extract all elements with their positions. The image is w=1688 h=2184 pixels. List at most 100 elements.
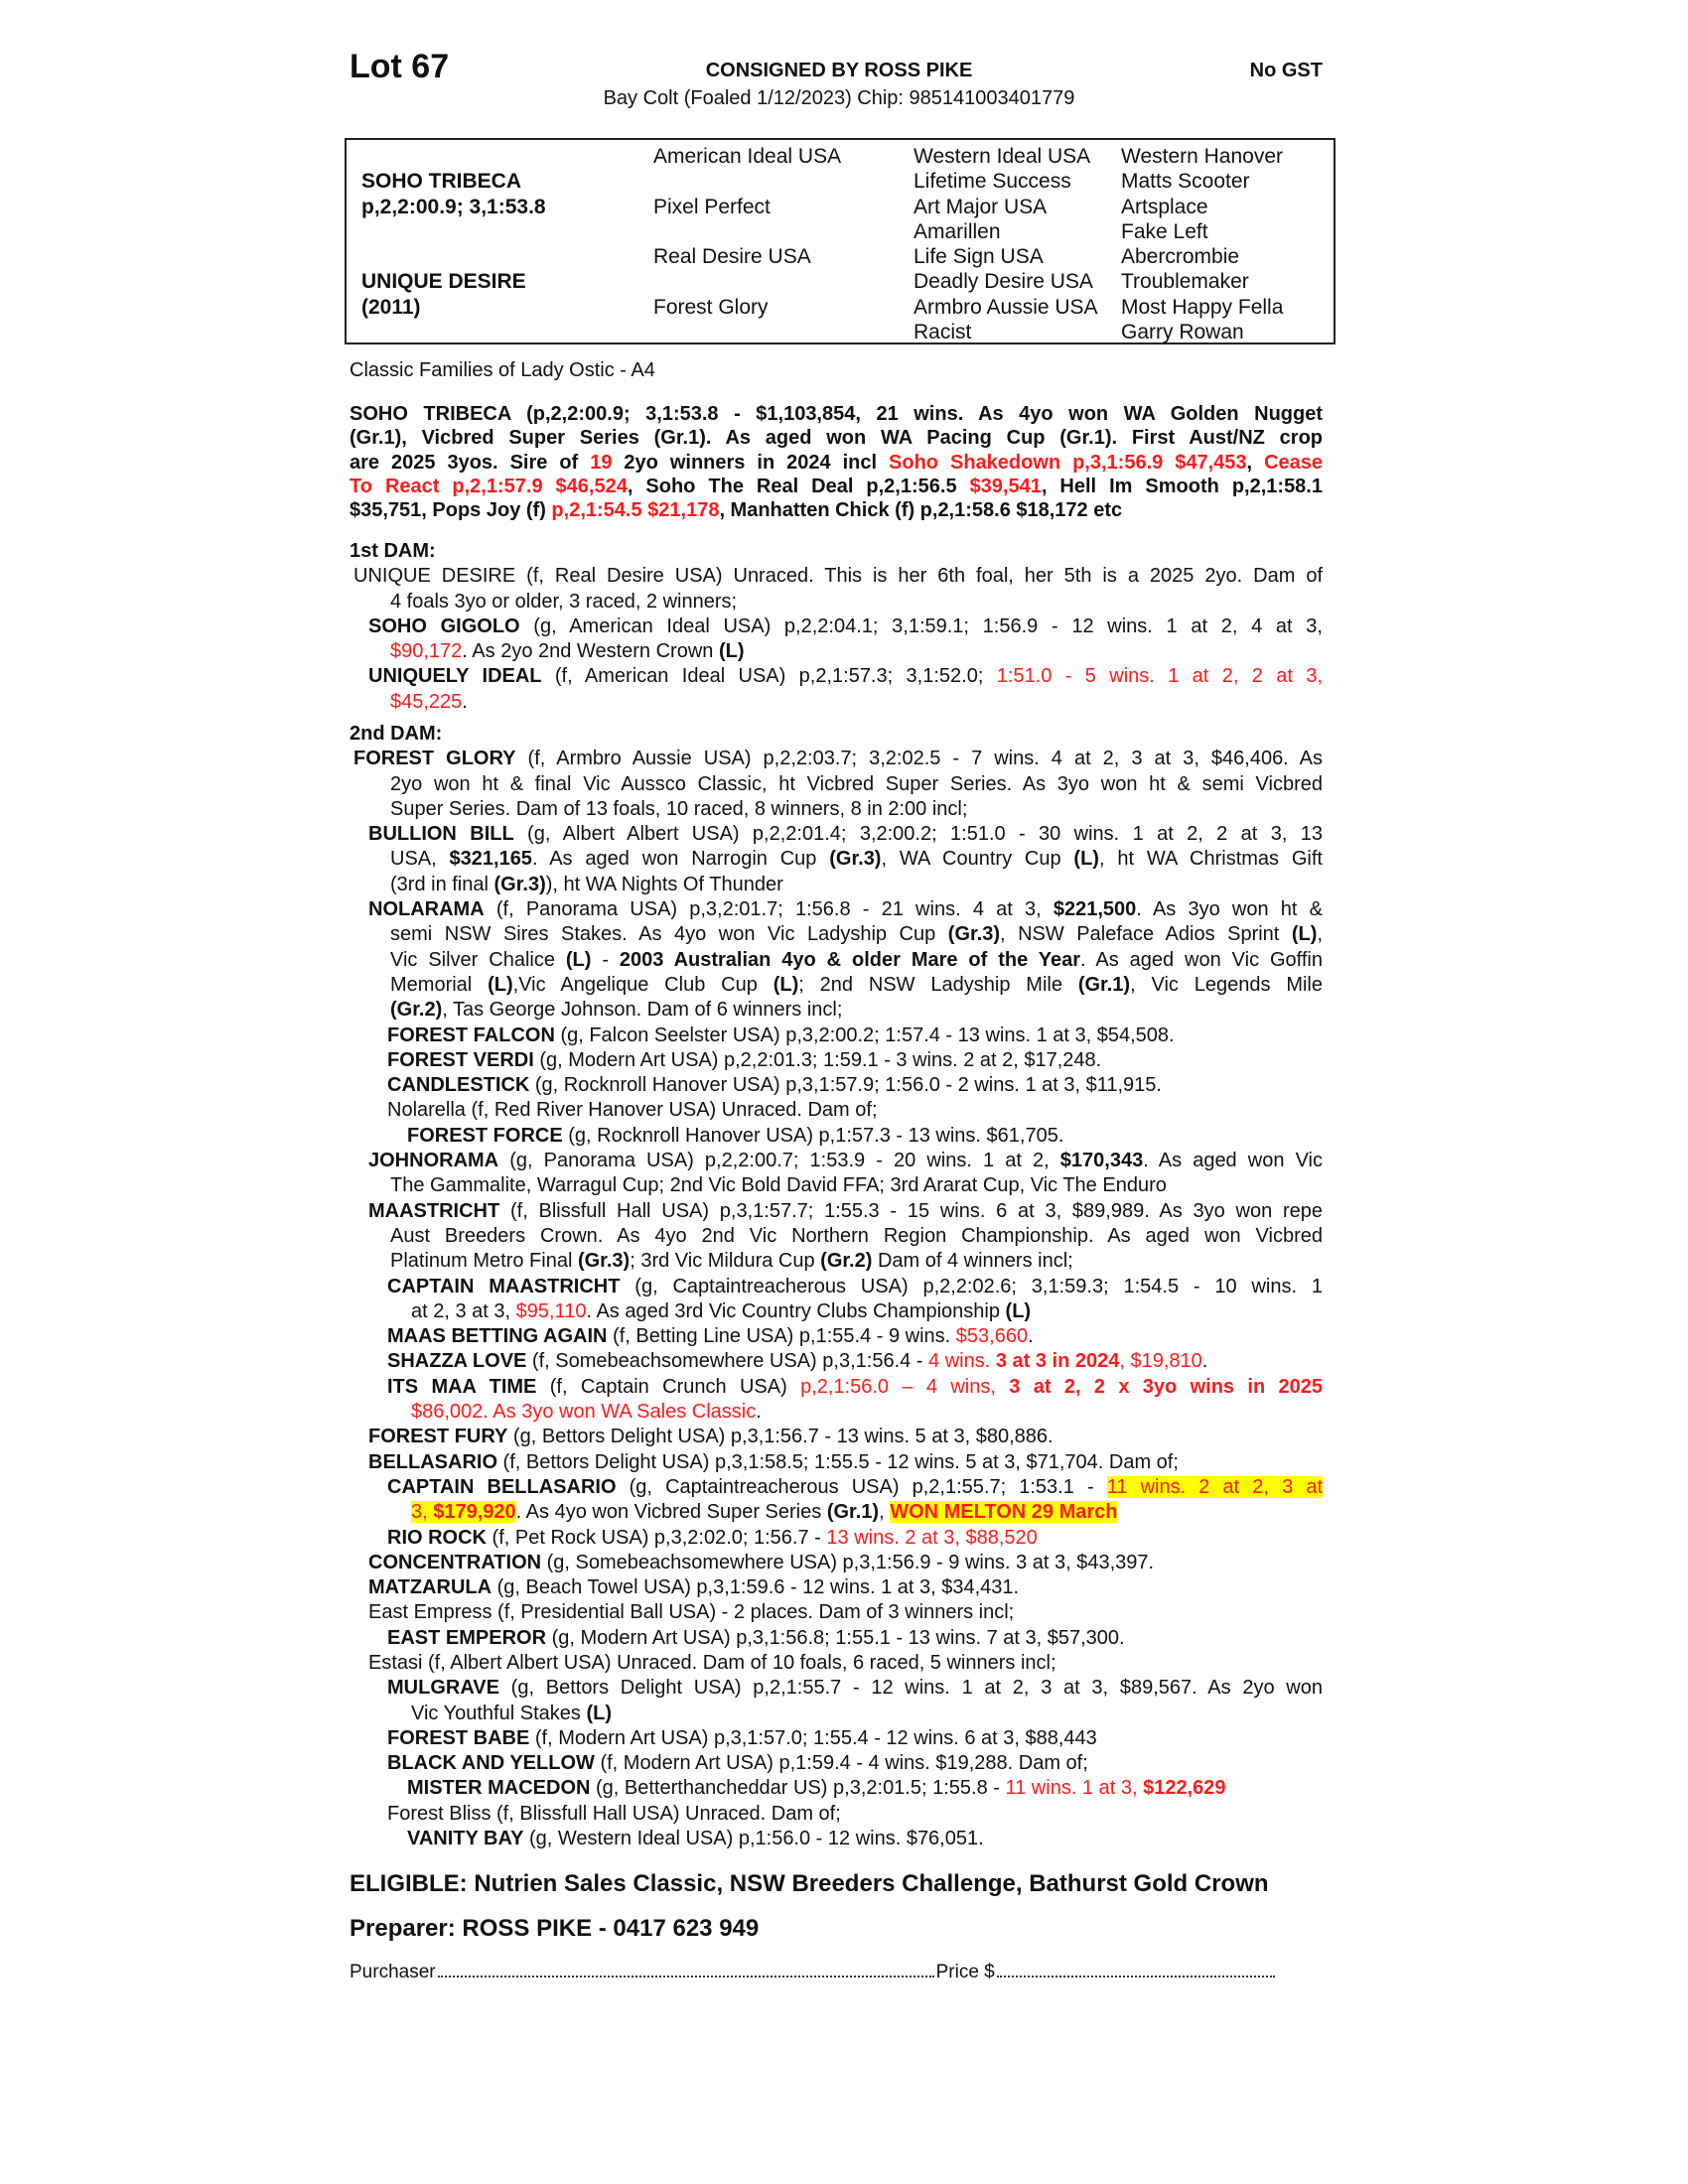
purchase-line: Purchaser Price $ bbox=[350, 1962, 1277, 1983]
pedigree-cell: American Ideal USA bbox=[653, 145, 842, 168]
price-field[interactable] bbox=[996, 1975, 1275, 1978]
text-segment: (L) bbox=[1291, 923, 1318, 946]
text-line: $45,225. bbox=[350, 690, 1323, 715]
text-segment: (f, Panorama USA) p,3,2:01.7; 1:56.8 - 2… bbox=[484, 898, 1054, 921]
pedigree-cell: Garry Rowan bbox=[1121, 321, 1244, 344]
text-segment: (g, Captaintreacherous USA) p,2,1:55.7; … bbox=[616, 1475, 1107, 1498]
text-segment: (g, Panorama USA) p,2,2:00.7; 1:53.9 - 2… bbox=[498, 1150, 1060, 1172]
text-line: RIO ROCK (f, Pet Rock USA) p,3,2:02.0; 1… bbox=[350, 1526, 1323, 1551]
text-segment: (L) bbox=[565, 948, 592, 971]
pedigree-cell: (2011) bbox=[361, 295, 421, 319]
red-text: $39,541 bbox=[969, 475, 1042, 497]
pedigree-entry: CAPTAIN MAASTRICHT (g, Captaintreacherou… bbox=[350, 1275, 1323, 1325]
purchaser-field[interactable] bbox=[437, 1975, 934, 1978]
text-segment: MULGRAVE bbox=[387, 1677, 499, 1700]
text-line: FOREST GLORY (f, Armbro Aussie USA) p,2,… bbox=[350, 747, 1323, 771]
pedigree-col-gg-grandparents: Western Hanover Matts Scooter Artsplace Fak… bbox=[1121, 144, 1283, 344]
pedigree-table: SOHO TRIBECA p,2,2:00.9; 3,1:53.8 UNIQUE D… bbox=[345, 138, 1336, 344]
pedigree-cell: Lifetime Success bbox=[914, 170, 1071, 194]
text-segment: (Gr.3) bbox=[577, 1250, 631, 1273]
text-line: UNIQUE DESIRE (f, Real Desire USA) Unrac… bbox=[350, 564, 1323, 589]
red-text: $95,110 bbox=[515, 1299, 587, 1322]
pedigree-entry: FOREST GLORY (f, Armbro Aussie USA) p,2,… bbox=[350, 747, 1323, 822]
red-text: $90,172 bbox=[390, 640, 463, 663]
pedigree-cell: Art Major USA bbox=[914, 195, 1048, 218]
text-segment: (g, Rocknroll Hanover USA) p,1:57.3 - 13… bbox=[562, 1124, 1064, 1147]
text-segment: (Gr.1) bbox=[826, 1501, 880, 1524]
pedigree-cell bbox=[361, 244, 546, 269]
text-line: To React p,2,1:57.9 $46,524, Soho The Re… bbox=[350, 475, 1323, 498]
text-line: 2yo won ht & final Vic Aussco Classic, h… bbox=[350, 772, 1323, 797]
pedigree-cell: Amarillen bbox=[914, 219, 1001, 243]
text-segment: , Soho The Real Deal p,2,1:56.5 bbox=[627, 475, 970, 497]
pedigree-entry: MAAS BETTING AGAIN (f, Betting Line USA)… bbox=[350, 1324, 1323, 1349]
eligibility: ELIGIBLE: Nutrien Sales Classic, NSW Bre… bbox=[350, 1870, 1269, 1897]
text-line: BLACK AND YELLOW (f, Modern Art USA) p,1… bbox=[350, 1751, 1323, 1776]
preparer: Preparer: ROSS PIKE - 0417 623 949 bbox=[350, 1915, 760, 1942]
text-segment: . As 3yo won ht & bbox=[1136, 898, 1324, 921]
text-segment: . As aged won Vic Goffin bbox=[1080, 948, 1323, 971]
text-segment: CAPTAIN MAASTRICHT bbox=[387, 1275, 621, 1297]
text-segment: , bbox=[1317, 923, 1323, 946]
price-label: Price $ bbox=[935, 1962, 995, 1982]
text-segment: East Empress (f, Presidential Ball USA) … bbox=[368, 1601, 1015, 1624]
second-dam-entries: FOREST GLORY (f, Armbro Aussie USA) p,2,… bbox=[350, 747, 1323, 1851]
text-line: (Gr.1), Vicbred Super Series (Gr.1). As … bbox=[350, 426, 1323, 450]
text-segment: . bbox=[1028, 1325, 1034, 1348]
text-segment: . As aged 3rd Vic Country Clubs Champion… bbox=[586, 1299, 1006, 1322]
text-line: CONCENTRATION (g, Somebeachsomewhere USA… bbox=[350, 1551, 1323, 1575]
pedigree-col-great-grandparents: Western Ideal USA Lifetime Success Art Maj… bbox=[914, 144, 1098, 344]
text-segment: VANITY BAY bbox=[407, 1828, 524, 1850]
pedigree-entry: BULLION BILL (g, Albert Albert USA) p,2,… bbox=[350, 822, 1323, 897]
text-line: $35,751, Pops Joy (f) p,2,1:54.5 $21,178… bbox=[350, 498, 1323, 522]
first-dam-heading: 1st DAM: bbox=[350, 540, 436, 562]
pedigree-entry: NOLARAMA (f, Panorama USA) p,3,2:01.7; 1… bbox=[350, 897, 1323, 1023]
text-line: FOREST BABE (f, Modern Art USA) p,3,1:57… bbox=[350, 1726, 1323, 1751]
text-line: SOHO GIGOLO (g, American Ideal USA) p,2,… bbox=[350, 614, 1323, 639]
text-segment: MATZARULA bbox=[368, 1576, 492, 1599]
pedigree-cell: Life Sign USA bbox=[914, 245, 1044, 269]
pedigree-cell bbox=[653, 169, 841, 194]
red-text: , $19,810 bbox=[1119, 1350, 1202, 1373]
text-segment: (g, American Ideal USA) p,2,2:04.1; 3,1:… bbox=[519, 614, 1323, 637]
text-line: East Empress (f, Presidential Ball USA) … bbox=[350, 1600, 1323, 1625]
text-segment: MISTER MACEDON bbox=[407, 1777, 591, 1800]
red-text: 3 at 3 in 2024 bbox=[995, 1350, 1120, 1373]
red-text: p,2,1:56.0 – 4 wins, bbox=[800, 1375, 1010, 1398]
text-line: Vic Silver Chalice (L) - 2003 Australian… bbox=[350, 948, 1323, 973]
pedigree-cell: Real Desire USA bbox=[653, 245, 811, 269]
text-line: MATZARULA (g, Beach Towel USA) p,3,1:59.… bbox=[350, 1575, 1323, 1600]
text-segment: CAPTAIN BELLASARIO bbox=[387, 1475, 617, 1498]
text-segment: 4 foals 3yo or older, 3 raced, 2 winners… bbox=[390, 590, 738, 613]
text-segment: (Gr.3) bbox=[829, 848, 882, 871]
red-text: 1:51.0 - 5 wins. 1 at 2, 2 at 3, bbox=[996, 665, 1323, 688]
text-segment: BLACK AND YELLOW bbox=[387, 1752, 595, 1775]
pedigree-cell: Matts Scooter bbox=[1121, 170, 1250, 194]
text-segment: . As aged won Vic bbox=[1143, 1150, 1323, 1172]
pedigree-col-parents: SOHO TRIBECA p,2,2:00.9; 3,1:53.8 UNIQUE D… bbox=[361, 144, 546, 344]
pedigree-cell: Armbro Aussie USA bbox=[914, 295, 1098, 319]
text-segment: Dam of 4 winners incl; bbox=[872, 1250, 1073, 1273]
highlighted-text: $179,920 bbox=[433, 1501, 516, 1524]
text-segment: (Gr.1) bbox=[1077, 973, 1131, 996]
text-segment: SHAZZA LOVE bbox=[387, 1350, 527, 1373]
text-line: $86,002. As 3yo won WA Sales Classic. bbox=[350, 1400, 1323, 1425]
red-text: Soho Shakedown p,3,1:56.9 $47,453 bbox=[889, 451, 1247, 474]
text-segment: (L) bbox=[586, 1702, 612, 1724]
text-segment: . bbox=[1201, 1350, 1208, 1373]
text-segment: Forest Bliss (f, Blissfull Hall USA) Unr… bbox=[387, 1802, 841, 1825]
text-line: are 2025 3yos. Sire of 19 2yo winners in… bbox=[350, 451, 1323, 475]
pedigree-entry: Nolarella (f, Red River Hanover USA) Unr… bbox=[350, 1098, 1323, 1123]
text-segment: (f, Pet Rock USA) p,3,2:02.0; 1:56.7 - bbox=[487, 1526, 827, 1549]
pedigree-entry: BELLASARIO (f, Bettors Delight USA) p,3,… bbox=[350, 1450, 1323, 1475]
red-text: To React p,2,1:57.9 $46,524 bbox=[350, 475, 628, 497]
text-segment: , bbox=[879, 1501, 891, 1524]
text-segment: (f, Modern Art USA) p,1:59.4 - 4 wins. $… bbox=[594, 1752, 1088, 1775]
text-line: semi NSW Sires Stakes. As 4yo won Vic La… bbox=[350, 922, 1323, 947]
text-line: SOHO TRIBECA (p,2,2:00.9; 3,1:53.8 - $1,… bbox=[350, 402, 1323, 426]
text-segment: FOREST FORCE bbox=[407, 1124, 563, 1147]
first-dam-entries: UNIQUE DESIRE (f, Real Desire USA) Unrac… bbox=[350, 564, 1323, 715]
text-segment: (f, Modern Art USA) p,3,1:57.0; 1:55.4 -… bbox=[529, 1726, 1097, 1749]
pedigree-cell: p,2,2:00.9; 3,1:53.8 bbox=[361, 195, 546, 218]
red-text: $45,225 bbox=[390, 690, 463, 713]
